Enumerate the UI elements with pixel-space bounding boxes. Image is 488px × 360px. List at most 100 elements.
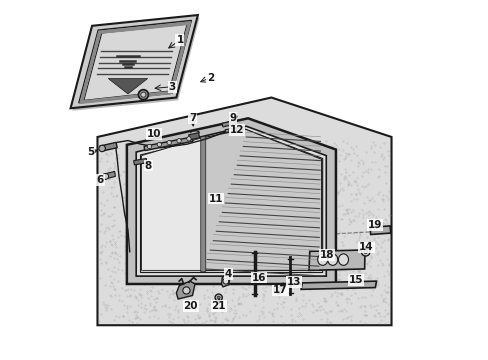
Text: 20: 20 bbox=[183, 301, 198, 311]
Point bbox=[380, 163, 388, 169]
Point bbox=[176, 139, 183, 145]
Point bbox=[384, 223, 391, 229]
Point bbox=[232, 139, 240, 145]
Point bbox=[312, 167, 320, 173]
Point bbox=[247, 171, 255, 177]
Point bbox=[225, 182, 233, 188]
Point bbox=[239, 211, 246, 217]
Point bbox=[162, 194, 169, 200]
Point bbox=[217, 226, 224, 232]
Point bbox=[125, 279, 133, 285]
Point bbox=[107, 190, 115, 195]
Point bbox=[201, 148, 209, 154]
Point bbox=[155, 291, 163, 296]
Point bbox=[139, 165, 146, 170]
Point bbox=[248, 241, 256, 247]
Point bbox=[147, 183, 155, 189]
Point bbox=[170, 181, 178, 187]
Point bbox=[325, 164, 332, 170]
Point bbox=[120, 168, 127, 174]
Point bbox=[355, 318, 363, 324]
Point bbox=[170, 209, 178, 215]
Point bbox=[272, 237, 280, 243]
Point bbox=[285, 171, 292, 176]
Point bbox=[344, 172, 352, 177]
Point bbox=[216, 269, 224, 274]
Point bbox=[219, 231, 227, 237]
Point bbox=[285, 142, 293, 148]
Point bbox=[158, 180, 166, 186]
Point bbox=[209, 318, 217, 324]
Point bbox=[294, 213, 302, 219]
Point bbox=[266, 190, 274, 196]
Text: 13: 13 bbox=[286, 277, 301, 287]
Point bbox=[179, 208, 187, 213]
Point bbox=[301, 283, 309, 289]
Point bbox=[320, 202, 327, 208]
Point bbox=[204, 234, 212, 240]
Point bbox=[172, 142, 180, 148]
Point bbox=[101, 304, 108, 310]
Point bbox=[343, 206, 350, 212]
Point bbox=[189, 152, 197, 157]
Point bbox=[279, 178, 286, 184]
Point bbox=[215, 221, 223, 226]
Point bbox=[211, 226, 219, 232]
Point bbox=[109, 284, 117, 289]
Point bbox=[260, 314, 267, 320]
Point bbox=[112, 314, 120, 319]
Point bbox=[161, 243, 168, 249]
Point bbox=[138, 148, 145, 153]
Point bbox=[119, 194, 126, 199]
Point bbox=[327, 175, 335, 180]
Point bbox=[256, 143, 264, 149]
Point bbox=[96, 256, 103, 262]
Point bbox=[244, 149, 252, 155]
Text: 15: 15 bbox=[348, 275, 363, 285]
Point bbox=[145, 263, 153, 269]
Point bbox=[198, 140, 205, 146]
Point bbox=[346, 318, 354, 323]
Point bbox=[187, 201, 195, 207]
Point bbox=[323, 310, 330, 316]
Point bbox=[140, 152, 148, 158]
Point bbox=[258, 311, 266, 316]
Polygon shape bbox=[201, 136, 205, 272]
Point bbox=[326, 184, 334, 189]
Point bbox=[278, 264, 286, 270]
Point bbox=[335, 276, 343, 282]
Point bbox=[381, 216, 388, 222]
Point bbox=[259, 139, 267, 145]
Point bbox=[353, 237, 361, 243]
Point bbox=[354, 251, 362, 257]
Point bbox=[216, 163, 224, 169]
Circle shape bbox=[274, 285, 282, 294]
Point bbox=[209, 173, 217, 179]
Point bbox=[235, 315, 243, 320]
Point bbox=[341, 211, 348, 217]
Point bbox=[263, 218, 270, 224]
Point bbox=[249, 279, 257, 285]
Point bbox=[341, 251, 349, 257]
Point bbox=[316, 176, 324, 181]
Point bbox=[183, 298, 191, 304]
Point bbox=[290, 279, 298, 285]
Point bbox=[257, 148, 264, 154]
Point bbox=[100, 202, 107, 208]
Point bbox=[161, 181, 168, 186]
Point bbox=[294, 310, 302, 316]
Point bbox=[233, 241, 241, 247]
Point bbox=[130, 217, 138, 223]
Point bbox=[183, 185, 191, 191]
Point bbox=[382, 299, 389, 305]
Point bbox=[207, 193, 215, 199]
Point bbox=[108, 233, 116, 238]
Polygon shape bbox=[108, 78, 147, 94]
Point bbox=[311, 235, 319, 241]
Point bbox=[154, 219, 162, 225]
Point bbox=[121, 260, 129, 266]
Point bbox=[354, 268, 362, 274]
Point bbox=[363, 216, 371, 222]
Point bbox=[349, 265, 357, 271]
Point bbox=[101, 282, 109, 288]
